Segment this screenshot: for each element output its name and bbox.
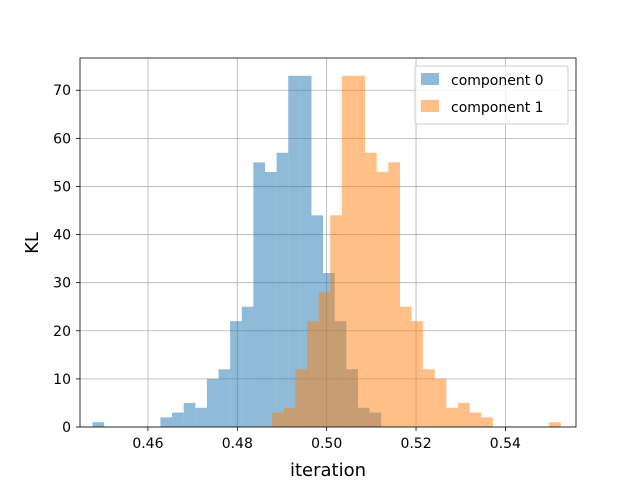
histogram-bar [341,75,354,427]
legend-box [414,65,569,125]
histogram-bar [365,152,377,427]
x-tick-label: 0.46 [132,436,163,452]
y-tick-label: 0 [62,420,71,436]
legend-swatch-component-1 [421,100,439,112]
histogram-bar [295,369,307,427]
x-axis-label: iteration [290,460,366,480]
histogram-bar [264,172,277,427]
histogram-bar [458,402,470,427]
legend-label-component-1: component 1 [451,100,544,116]
histogram-bar [206,378,219,427]
y-tick-label: 40 [53,228,71,244]
histogram-bar [330,215,342,427]
y-tick-label: 30 [53,276,71,292]
histogram-bar [399,306,412,427]
histogram-bar [469,412,482,427]
histogram-bar [388,162,400,428]
histogram-bar [549,422,561,427]
y-tick-label: 60 [53,131,71,147]
histogram-bar [411,321,424,427]
histogram-bar [423,369,435,427]
histogram-bar [299,75,312,427]
y-tick-label: 70 [53,83,71,99]
y-axis-label: KL [22,232,43,254]
x-tick-label: 0.52 [400,436,431,452]
histogram-bar [276,152,289,427]
legend: component 0 component 1 [414,65,569,125]
x-tick-label: 0.54 [490,436,521,452]
histogram-bar [218,369,231,427]
y-axis-ticks: 0 10 20 30 40 50 60 70 [53,83,80,436]
histogram-bar [272,412,284,427]
histogram-bar [253,162,265,428]
histogram-bar [241,306,254,427]
plot-frame [79,57,577,428]
histogram-bar [172,412,184,427]
legend-swatch-component-0 [421,73,439,85]
histogram-bar [353,75,366,427]
histogram-bar [376,172,389,427]
histogram-bar [160,417,173,427]
histogram-bars [92,75,561,428]
y-tick-label: 50 [53,179,71,195]
x-axis-ticks: 0.46 0.48 0.50 0.52 0.54 [132,427,521,452]
x-tick-label: 0.48 [222,436,253,452]
y-tick-label: 20 [53,324,71,340]
legend-label-component-0: component 0 [451,73,544,89]
histogram-bar [288,75,300,427]
histogram-bar [230,321,242,427]
histogram-bar [434,378,447,427]
histogram-bar [481,417,493,427]
histogram-bar [195,407,207,427]
histogram-bar [306,321,319,427]
histogram-bar [446,407,459,427]
y-tick-label: 10 [53,372,71,388]
x-tick-label: 0.50 [311,436,342,452]
histogram-bar [318,292,331,427]
histogram-bar [92,422,105,427]
histogram-bar [183,402,196,427]
series-component-1 [272,75,561,428]
histogram-bar [283,407,296,427]
